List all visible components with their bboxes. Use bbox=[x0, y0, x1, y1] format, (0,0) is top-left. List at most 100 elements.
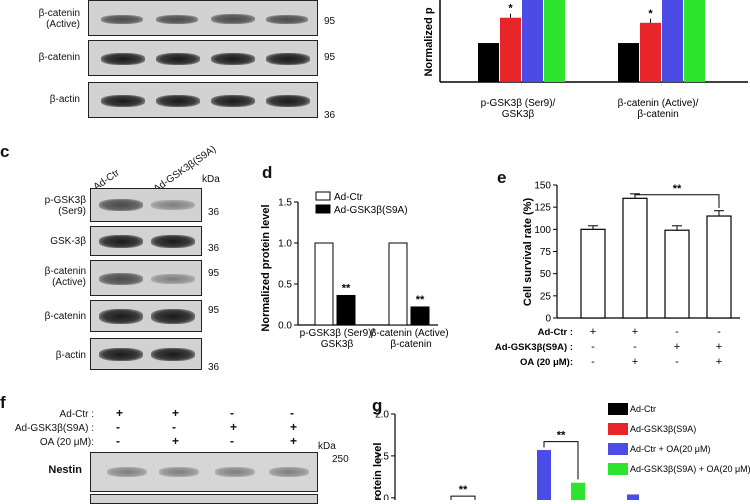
top-chart-bar-0-1 bbox=[500, 17, 521, 83]
chart-e-sign-0-2: - bbox=[675, 326, 679, 338]
blot-c-mw-2: 95 bbox=[208, 268, 220, 279]
blot-f-header-0: Ad-Ctr : bbox=[59, 409, 94, 420]
chart-g-bar-white bbox=[450, 495, 476, 500]
blot-c-row-label-0: p-GSK3β (Ser9) bbox=[44, 195, 86, 217]
top-chart-bar-1-3 bbox=[684, 0, 705, 82]
panel-letter-d: d bbox=[262, 163, 273, 182]
top-chart-bar-0-3 bbox=[544, 0, 565, 82]
blot-f-sign-1-3: + bbox=[290, 420, 298, 434]
chart-g-ytick-0: 1.0 bbox=[375, 493, 389, 500]
chart-d: 0.0 0.5 1.0 1.5 Normalized protein level ** p-… bbox=[260, 191, 448, 350]
blot-c-row-label-3: β-catenin bbox=[44, 311, 86, 322]
top-chart-bar-1-1 bbox=[640, 22, 661, 83]
chart-g-bar-2 bbox=[627, 494, 639, 500]
chart-g-annot-0: ** bbox=[459, 484, 468, 496]
chart-d-legend-0: Ad-Ctr bbox=[334, 192, 364, 203]
chart-g-legend-swatch-1 bbox=[608, 423, 628, 435]
chart-d-bar-0-0 bbox=[314, 242, 334, 326]
blot-f-sign-1-0: - bbox=[116, 420, 120, 434]
chart-e-bar-0 bbox=[580, 228, 606, 319]
chart-e-row-header-0: Ad-Ctr : bbox=[538, 327, 573, 338]
chart-g-bracket bbox=[543, 441, 579, 480]
top-blot-row-label-0: β-catenin (Active) bbox=[38, 8, 80, 30]
chart-e-ylabel: Cell survival rate (%) bbox=[522, 198, 534, 307]
chart-g-legend-3: Ad-GSK3β(S9A) + OA(20 μM) bbox=[630, 464, 750, 474]
chart-e-ytick-3: 75 bbox=[540, 247, 552, 258]
chart-e-row-header-1: Ad-GSK3β(S9A) : bbox=[495, 342, 573, 353]
blot-f-sign-0-3: - bbox=[290, 406, 294, 420]
chart-d-ytick-3: 1.5 bbox=[278, 198, 292, 209]
chart-d-xlabel-1: β-catenin (Active)/β-catenin bbox=[371, 328, 448, 350]
chart-d-annot-1: ** bbox=[416, 294, 425, 306]
blot-c-row-label-1: GSK-3β bbox=[50, 236, 86, 247]
chart-d-legend-swatch-0 bbox=[315, 191, 331, 201]
chart-d-ylabel: Normalized protein level bbox=[260, 204, 272, 331]
top-blot-mw-0: 95 bbox=[324, 16, 336, 27]
chart-g-legend-1: Ad-GSK3β(S9A) bbox=[630, 424, 696, 434]
top-chart-annot-1: * bbox=[648, 8, 653, 20]
chart-e-ytick-5: 125 bbox=[534, 203, 551, 214]
chart-e-sign-2-3: + bbox=[716, 356, 722, 368]
blot-c-mw-1: 36 bbox=[208, 243, 220, 254]
blot-c-mw-4: 36 bbox=[208, 362, 220, 373]
top-blot-mw-2: 36 bbox=[324, 110, 336, 121]
chart-e-ytick-2: 50 bbox=[540, 269, 552, 280]
top-blot-row-label-2: β-actin bbox=[49, 94, 80, 105]
chart-g-ylabel: protein level bbox=[372, 443, 384, 500]
chart-e-bar-2 bbox=[664, 229, 690, 319]
blot-c-row-label-2: β-catenin (Active) bbox=[44, 266, 86, 288]
chart-e-row-header-2: OA (20 μM): bbox=[520, 357, 573, 368]
chart-g-bar-1 bbox=[571, 482, 585, 500]
chart-e-bar-3 bbox=[706, 215, 732, 319]
blot-c-row-4 bbox=[90, 338, 202, 370]
chart-d-bar-1-0 bbox=[388, 242, 408, 326]
chart-e-bracket bbox=[634, 193, 720, 209]
blot-f-mw: 250 bbox=[332, 454, 349, 465]
blot-c-kda: kDa bbox=[202, 174, 220, 185]
chart-d-annot-0: ** bbox=[342, 282, 351, 294]
chart-d-ytick-1: 0.5 bbox=[278, 280, 292, 291]
chart-e-sign-2-0: - bbox=[591, 356, 595, 368]
blot-c-row-3 bbox=[90, 300, 202, 332]
top-chart-xlabel-0: p-GSK3β (Ser9)/GSK3β bbox=[481, 98, 556, 120]
blot-f-sign-2-0: - bbox=[116, 434, 120, 448]
chart-e-ytick-1: 25 bbox=[540, 291, 552, 302]
chart-g-annot-1: ** bbox=[557, 430, 566, 442]
top-chart-annot-0: * bbox=[508, 3, 513, 15]
chart-d-xlabel-0: p-GSK3β (Ser9)/GSK3β bbox=[300, 328, 375, 350]
blot-f-sign-2-1: + bbox=[172, 434, 180, 448]
chart-e-bar-1 bbox=[622, 197, 648, 319]
top-chart-ylabel: Normalized p bbox=[423, 7, 435, 76]
blot-f-sign-0-0: + bbox=[116, 406, 124, 420]
blot-f-sign-2-2: - bbox=[230, 434, 234, 448]
top-chart-bar-0-2 bbox=[522, 0, 543, 82]
top-chart: Normalized p * p-GSK3β (Ser9)/GSK3β * β-cate… bbox=[423, 0, 748, 120]
chart-g-bar-0 bbox=[537, 450, 551, 500]
chart-g-legend-0: Ad-Ctr bbox=[630, 404, 656, 414]
top-chart-xlabel-1: β-catenin (Active)/β-catenin bbox=[618, 98, 699, 120]
blot-f-header-2: OA (20 μM): bbox=[39, 437, 94, 448]
blot-f-sign-2-3: + bbox=[290, 434, 298, 448]
chart-e-ytick-0: 0 bbox=[545, 314, 551, 325]
blot-c-row-1 bbox=[90, 226, 202, 256]
top-blot-row-label-1: β-catenin bbox=[38, 52, 80, 63]
chart-e-sign-0-1: + bbox=[632, 326, 638, 338]
blot-f-sign-1-1: - bbox=[172, 420, 176, 434]
chart-e-ytick-4: 100 bbox=[534, 225, 551, 236]
chart-e-sign-1-2: + bbox=[674, 341, 680, 353]
chart-d-bar-0-1 bbox=[336, 294, 356, 326]
chart-g-legend-swatch-0 bbox=[608, 403, 628, 415]
chart-g: 1.0 1.5 2.0 protein level ** ** Ad-Ctr Ad-GSK3β… bbox=[372, 403, 750, 500]
top-chart-bar-1-2 bbox=[662, 0, 683, 82]
chart-e-annot: ** bbox=[673, 183, 682, 195]
top-blot-row-1 bbox=[88, 40, 318, 76]
panel-letter-c: c bbox=[0, 142, 10, 161]
chart-e-sign-1-0: - bbox=[591, 341, 595, 353]
blot-f-header-1: Ad-GSK3β(S9A) : bbox=[14, 423, 94, 434]
panel-letter-e: e bbox=[497, 168, 507, 187]
chart-e-sign-2-2: - bbox=[675, 356, 679, 368]
chart-d-legend-swatch-1 bbox=[315, 204, 331, 214]
blot-c-row-0 bbox=[90, 188, 202, 222]
panel-letter-g: g bbox=[372, 396, 383, 415]
